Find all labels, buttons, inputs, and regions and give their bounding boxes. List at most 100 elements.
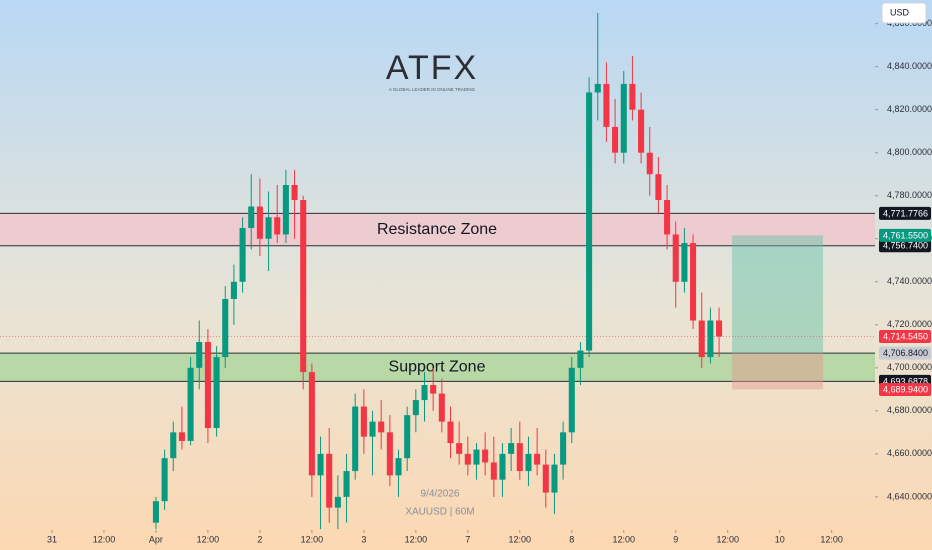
candle-body: [456, 443, 463, 454]
candle-body: [430, 385, 437, 394]
currency-button[interactable]: [881, 2, 927, 24]
x-tick-label: 12:00: [612, 534, 635, 544]
candle-body: [672, 234, 679, 282]
candle-body: [707, 320, 714, 358]
candle-body: [282, 184, 289, 235]
candle-body: [490, 462, 497, 480]
x-tick-label: 12:00: [301, 534, 324, 544]
candle-body: [187, 367, 194, 441]
position-profit: [732, 235, 824, 354]
logo-tagline: A GLOBAL LEADER IN ONLINE TRADING: [389, 87, 476, 92]
candle-body: [473, 449, 480, 465]
price-label-box: [879, 382, 931, 396]
candle-body: [230, 281, 237, 299]
price-label-box: [879, 330, 931, 344]
zone: [0, 213, 875, 246]
x-tick-label: 12:00: [509, 534, 532, 544]
candle-body: [499, 453, 506, 480]
price-label-box: [879, 206, 931, 220]
price-label: 4,714.5450: [883, 331, 928, 341]
candle-body: [274, 217, 281, 235]
candle-body: [516, 443, 523, 472]
candle-body: [412, 400, 419, 416]
price-label-box: [879, 228, 931, 242]
candle-body: [265, 217, 272, 239]
y-tick-label: 4,800.0000: [887, 147, 932, 157]
x-tick-label: 9: [673, 534, 678, 544]
x-axis-area: [0, 530, 875, 550]
x-tick-label: 31: [47, 534, 57, 544]
price-label: 4,756.7400: [883, 241, 928, 251]
price-label: 4,693.6878: [883, 376, 928, 386]
price-label: 4,706.8400: [883, 348, 928, 358]
candle-body: [542, 464, 549, 493]
y-tick-label: 4,740.0000: [887, 276, 932, 286]
candle-body: [551, 464, 558, 493]
candle-body: [291, 184, 298, 201]
candle-body: [317, 453, 324, 476]
candle-body: [508, 443, 515, 454]
candle-body: [196, 342, 203, 368]
candle-body: [681, 243, 688, 282]
candle-body: [256, 206, 263, 239]
candle-body: [386, 432, 393, 476]
candle-body: [334, 496, 341, 508]
candle-body: [586, 92, 593, 351]
zone-label: Resistance Zone: [377, 221, 497, 238]
y-tick-label: 4,820.0000: [887, 104, 932, 114]
y-tick-label: 4,720.0000: [887, 319, 932, 329]
x-tick-label: 3: [361, 534, 366, 544]
price-label: 4,689.9400: [883, 384, 928, 394]
zone-label: Support Zone: [389, 358, 486, 375]
candle-body: [629, 83, 636, 110]
candle-body: [404, 415, 411, 459]
candle-body: [378, 421, 385, 433]
candle-body: [603, 83, 610, 127]
y-axis-area: [875, 0, 932, 550]
x-tick-label: 12:00: [93, 534, 116, 544]
position-loss: [732, 353, 824, 390]
x-tick-label: Apr: [149, 534, 163, 544]
candle-body: [690, 243, 697, 321]
price-label: 4,761.5500: [883, 230, 928, 240]
candle-body: [655, 174, 662, 201]
candle-body: [161, 458, 168, 502]
watermark-symbol: XAUUSD | 60M: [405, 507, 474, 518]
candle-body: [620, 83, 627, 153]
candle-body: [204, 342, 211, 429]
candle-body: [213, 357, 220, 429]
candle-body: [534, 453, 541, 465]
candle-body: [308, 372, 315, 476]
candle-body: [716, 320, 723, 337]
candle-body: [594, 83, 601, 93]
price-label: 4,771.7766: [883, 208, 928, 218]
candle-body: [352, 406, 359, 472]
candle-body: [326, 453, 333, 508]
candle-body: [464, 453, 471, 465]
candle-body: [638, 109, 645, 153]
candle-body: [698, 320, 705, 358]
y-tick-label: 4,660.0000: [887, 448, 932, 458]
candle-body: [438, 393, 445, 422]
x-tick-label: 2: [257, 534, 262, 544]
price-label-box: [879, 239, 931, 253]
candle-body: [152, 501, 159, 523]
candle-body: [646, 152, 653, 175]
candle-body: [421, 385, 428, 401]
candle-body: [248, 206, 255, 229]
candle-body: [300, 200, 307, 373]
candle-body: [664, 200, 671, 235]
candle-body: [343, 471, 350, 497]
x-tick-label: 12:00: [405, 534, 428, 544]
candle-body: [560, 432, 567, 465]
candle-body: [178, 432, 185, 441]
candle-body: [395, 458, 402, 476]
candle-body: [525, 453, 532, 472]
candle-body: [612, 126, 619, 153]
x-tick-label: 12:00: [716, 534, 739, 544]
x-tick-label: 7: [465, 534, 470, 544]
zone: [0, 353, 875, 382]
candle-body: [360, 406, 367, 437]
candle-body: [568, 367, 575, 433]
